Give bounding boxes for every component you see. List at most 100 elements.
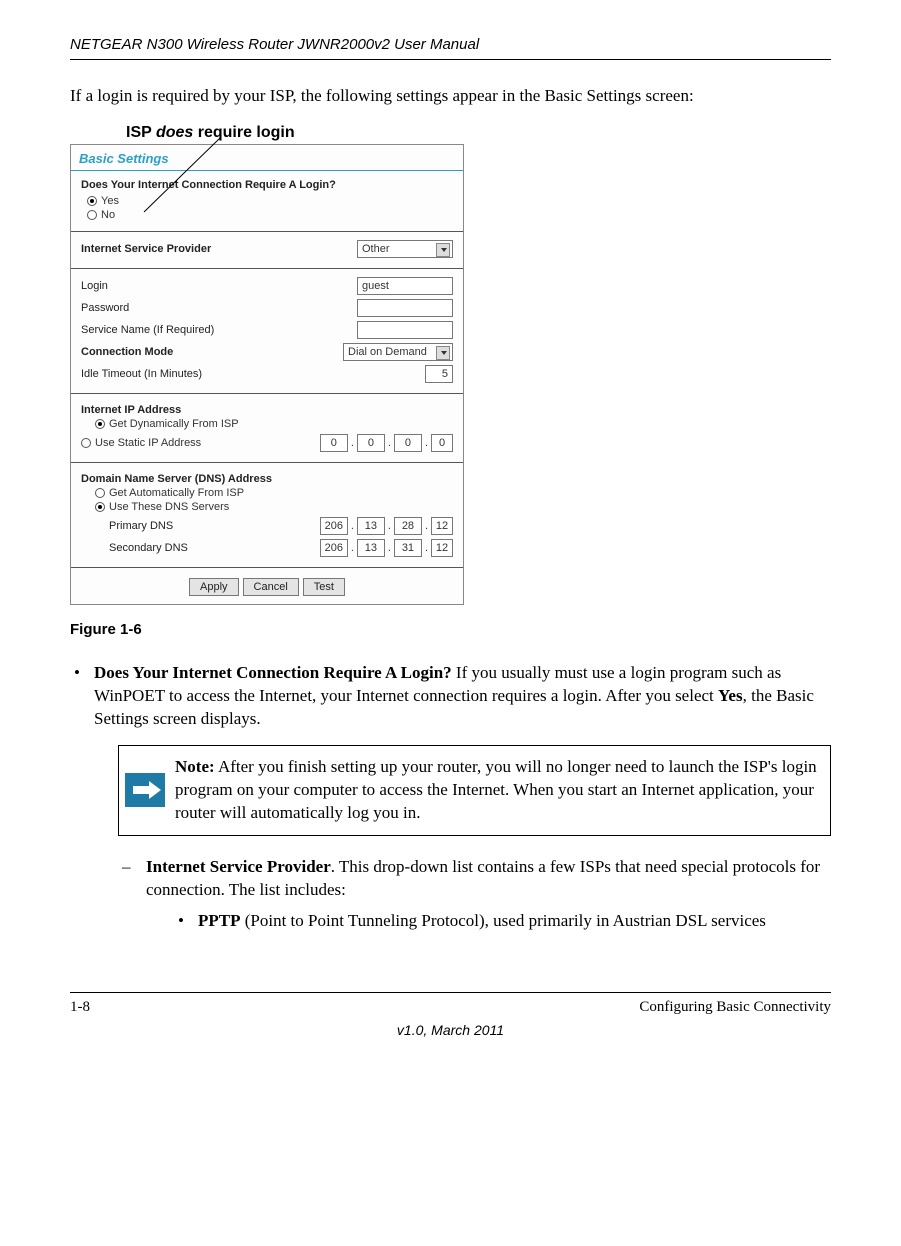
screenshot-title: Basic Settings <box>71 145 463 170</box>
sep-2 <box>71 268 463 269</box>
ip-static-row: Use Static IP Address 0. 0. 0. 0 <box>81 432 453 454</box>
intro-paragraph: If a login is required by your ISP, the … <box>70 86 831 106</box>
sub-list: Internet Service Provider. This drop-dow… <box>118 856 831 933</box>
footer-version: v1.0, March 2011 <box>70 1022 831 1038</box>
bullet1-bold: Does Your Internet Connection Require A … <box>94 663 452 682</box>
ip-static-radio[interactable] <box>81 438 91 448</box>
sep-4 <box>71 462 463 463</box>
dns-primary-label: Primary DNS <box>109 520 173 532</box>
sub-isp: Internet Service Provider. This drop-dow… <box>118 856 831 933</box>
password-input[interactable] <box>357 299 453 317</box>
sub-isp-bold: Internet Service Provider <box>146 857 331 876</box>
note-arrow-icon <box>125 773 165 807</box>
callout-label: ISP does require login <box>126 124 831 142</box>
isp-row: Internet Service Provider Other <box>81 238 453 260</box>
dns-head: Domain Name Server (DNS) Address <box>81 473 453 485</box>
subsub-list: PPTP (Point to Point Tunneling Protocol)… <box>174 910 831 933</box>
login-label: Login <box>81 280 108 292</box>
ip-static-radio-row[interactable]: Use Static IP Address <box>81 437 201 449</box>
dns-auto-radio[interactable] <box>95 488 105 498</box>
body-list: Does Your Internet Connection Require A … <box>70 662 831 932</box>
ip-static-0[interactable]: 0 <box>320 434 348 452</box>
servicename-input[interactable] <box>357 321 453 339</box>
apply-button[interactable]: Apply <box>189 578 239 596</box>
connmode-select[interactable]: Dial on Demand <box>343 343 453 361</box>
dns-secondary-label: Secondary DNS <box>109 542 188 554</box>
note-body: After you finish setting up your router,… <box>175 757 817 822</box>
ip-static-2[interactable]: 0 <box>394 434 422 452</box>
test-button[interactable]: Test <box>303 578 345 596</box>
login-row: Login guest <box>81 275 453 297</box>
note-icon-cell <box>119 746 171 835</box>
sep-3 <box>71 393 463 394</box>
login-question: Does Your Internet Connection Require A … <box>81 179 453 191</box>
dns-use-row[interactable]: Use These DNS Servers <box>95 501 453 513</box>
idle-label: Idle Timeout (In Minutes) <box>81 368 202 380</box>
pptp-bold: PPTP <box>198 911 241 930</box>
radio-no-row[interactable]: No <box>87 209 453 221</box>
servicename-row: Service Name (If Required) <box>81 319 453 341</box>
ip-dyn-row[interactable]: Get Dynamically From ISP <box>95 418 453 430</box>
password-row: Password <box>81 297 453 319</box>
isp-label: Internet Service Provider <box>81 243 211 255</box>
dns-sec-3[interactable]: 12 <box>431 539 453 557</box>
dns-secondary-row: Secondary DNS 206. 13. 31. 12 <box>81 537 453 559</box>
sep-1 <box>71 231 463 232</box>
dns-pri-0[interactable]: 206 <box>320 517 348 535</box>
dns-pri-2[interactable]: 28 <box>394 517 422 535</box>
login-fields-section: Login guest Password Service Name (If Re… <box>71 273 463 389</box>
ip-static-group: 0. 0. 0. 0 <box>320 434 453 452</box>
radio-yes[interactable] <box>87 196 97 206</box>
sep-5 <box>71 567 463 568</box>
subsub-pptp: PPTP (Point to Point Tunneling Protocol)… <box>174 910 831 933</box>
connmode-row: Connection Mode Dial on Demand <box>81 341 453 363</box>
dns-sec-2[interactable]: 31 <box>394 539 422 557</box>
dns-sec-1[interactable]: 13 <box>357 539 385 557</box>
dns-use-radio[interactable] <box>95 502 105 512</box>
cancel-button[interactable]: Cancel <box>243 578 299 596</box>
page: NETGEAR N300 Wireless Router JWNR2000v2 … <box>0 0 901 1068</box>
dns-primary-row: Primary DNS 206. 13. 28. 12 <box>81 515 453 537</box>
figure-caption: Figure 1-6 <box>70 621 831 638</box>
ip-static-3[interactable]: 0 <box>431 434 453 452</box>
servicename-label: Service Name (If Required) <box>81 324 214 336</box>
dns-auto-row[interactable]: Get Automatically From ISP <box>95 487 453 499</box>
radio-no[interactable] <box>87 210 97 220</box>
connmode-label: Connection Mode <box>81 346 173 358</box>
callout-pre: ISP <box>126 124 156 141</box>
bullet-login-required: Does Your Internet Connection Require A … <box>70 662 831 932</box>
running-head: NETGEAR N300 Wireless Router JWNR2000v2 … <box>70 36 831 60</box>
radio-no-label: No <box>101 209 115 221</box>
login-question-section: Does Your Internet Connection Require A … <box>71 177 463 227</box>
dns-pri-1[interactable]: 13 <box>357 517 385 535</box>
ip-dyn-label: Get Dynamically From ISP <box>109 418 239 430</box>
dns-sec-0[interactable]: 206 <box>320 539 348 557</box>
pptp-rest: (Point to Point Tunneling Protocol), use… <box>241 911 766 930</box>
footer: 1-8 Configuring Basic Connectivity v1.0,… <box>70 992 831 1038</box>
callout-italic: does <box>156 124 193 141</box>
dns-pri-3[interactable]: 12 <box>431 517 453 535</box>
footer-section: Configuring Basic Connectivity <box>639 999 831 1016</box>
dns-secondary-group: 206. 13. 31. 12 <box>320 539 453 557</box>
ip-head: Internet IP Address <box>81 404 453 416</box>
login-input[interactable]: guest <box>357 277 453 295</box>
isp-section: Internet Service Provider Other <box>71 236 463 264</box>
note-label: Note: <box>175 757 215 776</box>
ip-static-label: Use Static IP Address <box>95 437 201 449</box>
ip-dyn-radio[interactable] <box>95 419 105 429</box>
ip-static-1[interactable]: 0 <box>357 434 385 452</box>
screenshot-title-sep <box>71 170 463 171</box>
footer-row1: 1-8 Configuring Basic Connectivity <box>70 999 831 1016</box>
radio-yes-row[interactable]: Yes <box>87 195 453 207</box>
dns-section: Domain Name Server (DNS) Address Get Aut… <box>71 467 463 563</box>
idle-input[interactable]: 5 <box>425 365 453 383</box>
note-text: Note: After you finish setting up your r… <box>171 746 830 835</box>
footer-page: 1-8 <box>70 999 90 1016</box>
button-bar: Apply Cancel Test <box>71 572 463 604</box>
callout-post: require login <box>193 124 294 141</box>
figure-wrap: Basic Settings Does Your Internet Connec… <box>70 144 470 605</box>
password-label: Password <box>81 302 129 314</box>
bullet1-yes: Yes <box>718 686 743 705</box>
isp-select[interactable]: Other <box>357 240 453 258</box>
dns-use-label: Use These DNS Servers <box>109 501 229 513</box>
